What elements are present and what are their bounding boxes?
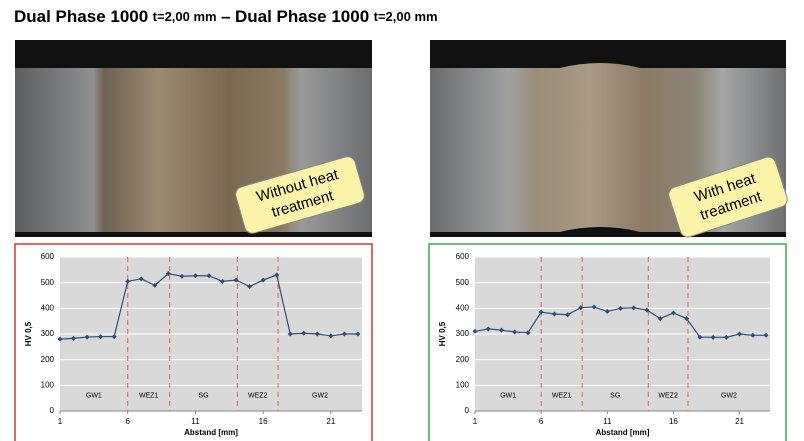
- x-tick-label: 16: [669, 417, 678, 426]
- y-tick-label: 200: [456, 355, 470, 364]
- x-axis-label: Abstand [mm]: [596, 428, 650, 437]
- title-part: t=2,00 mm: [153, 9, 217, 24]
- y-tick-label: 300: [41, 329, 55, 338]
- zone-label: WEZ1: [139, 392, 159, 399]
- zone-label: GW1: [500, 392, 516, 399]
- y-tick-label: 300: [456, 329, 470, 338]
- zone-label: WEZ2: [658, 392, 678, 399]
- x-tick-label: 21: [326, 417, 335, 426]
- y-tick-label: 600: [41, 252, 55, 261]
- title: Dual Phase 1000 t=2,00 mm – Dual Phase 1…: [14, 7, 438, 26]
- zone-label: SG: [610, 392, 620, 399]
- y-tick-label: 0: [50, 406, 55, 415]
- x-tick-label: 1: [58, 417, 63, 426]
- x-axis-label: Abstand [mm]: [184, 428, 238, 437]
- y-tick-label: 0: [465, 406, 470, 415]
- title-part: Dual Phase 1000: [14, 7, 148, 26]
- y-axis-label: HV 0,5: [24, 321, 33, 346]
- y-tick-label: 400: [456, 303, 470, 312]
- zone-label: GW2: [721, 392, 737, 399]
- title-part: Dual Phase 1000: [235, 7, 369, 26]
- x-tick-label: 11: [603, 417, 612, 426]
- slide: Dual Phase 1000 t=2,00 mm – Dual Phase 1…: [0, 0, 804, 441]
- y-tick-label: 500: [41, 278, 55, 287]
- zone-label: GW2: [312, 392, 328, 399]
- zone-label: WEZ1: [552, 392, 572, 399]
- x-tick-label: 11: [191, 417, 200, 426]
- y-tick-label: 400: [41, 303, 55, 312]
- x-tick-label: 6: [125, 417, 130, 426]
- y-axis-label: HV 0,5: [438, 321, 447, 346]
- y-tick-label: 500: [456, 278, 470, 287]
- title-part: t=2,00 mm: [374, 9, 438, 24]
- x-tick-label: 21: [735, 417, 744, 426]
- y-tick-label: 100: [456, 380, 470, 389]
- y-tick-label: 100: [41, 380, 55, 389]
- zone-label: GW1: [86, 392, 102, 399]
- zone-label: SG: [198, 392, 208, 399]
- title-part: –: [221, 7, 230, 26]
- x-tick-label: 6: [539, 417, 544, 426]
- x-tick-label: 16: [259, 417, 268, 426]
- y-tick-label: 200: [41, 355, 55, 364]
- y-tick-label: 600: [456, 252, 470, 261]
- x-tick-label: 1: [473, 417, 478, 426]
- zone-label: WEZ2: [248, 392, 268, 399]
